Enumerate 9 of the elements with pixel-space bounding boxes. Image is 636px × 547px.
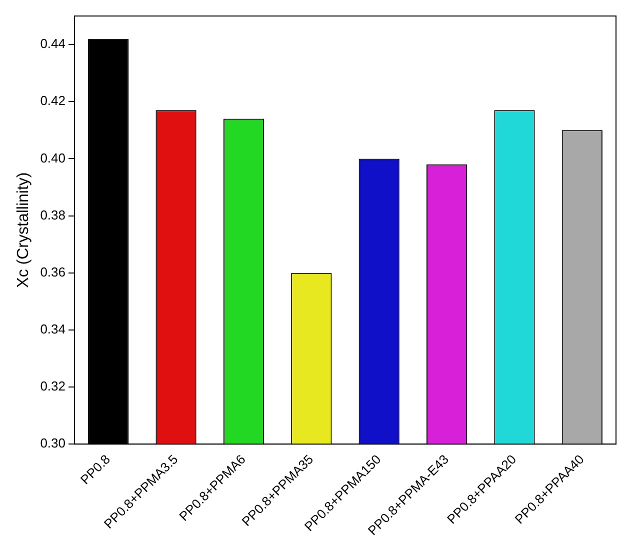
y-tick-label: 0.42	[40, 93, 66, 108]
y-tick-label: 0.40	[40, 150, 66, 166]
y-tick-label: 0.36	[40, 264, 66, 280]
y-axis-title: Xc (Crystallinity)	[15, 172, 32, 288]
y-tick-label: 0.44	[40, 36, 66, 52]
y-tick-label: 0.32	[40, 378, 66, 394]
y-tick-label: 0.38	[40, 207, 66, 222]
y-tick-label: 0.30	[40, 436, 66, 451]
y-tick-label: 0.34	[40, 322, 66, 337]
